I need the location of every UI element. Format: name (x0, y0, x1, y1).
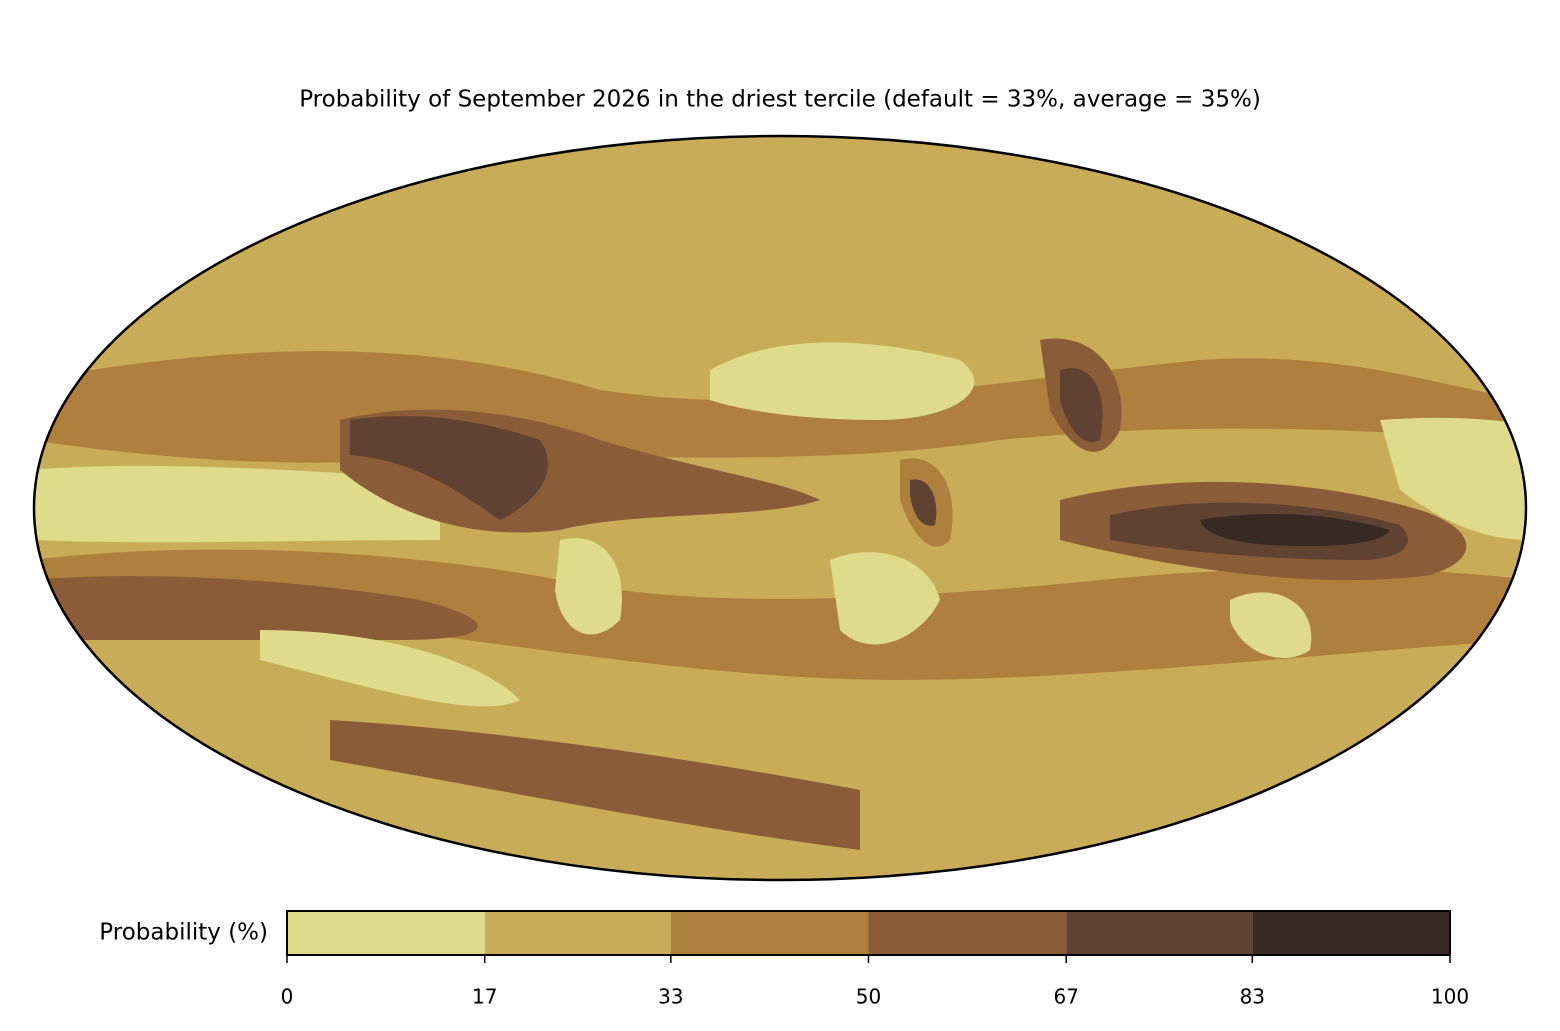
map-field (1230, 592, 1312, 659)
colorbar-frame (286, 910, 1451, 956)
tick-label: 0 (281, 985, 294, 1009)
colorbar-segment (868, 911, 1067, 955)
map-field (34, 549, 1526, 680)
map-field (34, 465, 440, 543)
colorbar-segment (287, 911, 485, 955)
colorbar-segment (670, 911, 869, 955)
map-field (555, 538, 622, 635)
map-field (1200, 514, 1390, 547)
tick-label: 83 (1240, 985, 1265, 1009)
map-field (830, 552, 940, 645)
colorbar-segment (1252, 911, 1450, 955)
tick-label: 33 (658, 985, 683, 1009)
map-field (350, 416, 548, 520)
map-outline (32, 134, 1528, 882)
map (34, 136, 1526, 880)
map-field (1060, 368, 1103, 442)
tick-label: 50 (856, 985, 881, 1009)
map-field (34, 576, 478, 641)
tick-label: 17 (472, 985, 497, 1009)
map-title: Probability of September 2026 in the dri… (299, 87, 1261, 113)
map-field (260, 630, 520, 707)
colorbar-segment (484, 911, 671, 955)
map-field (330, 720, 860, 850)
map-field (710, 342, 975, 420)
map-field (1380, 417, 1526, 540)
map-field (910, 479, 937, 526)
tick-label: 100 (1431, 985, 1469, 1009)
colorbar-segment (1066, 911, 1253, 955)
colorbar-label: Probability (%) (99, 920, 268, 946)
tick-label: 67 (1053, 985, 1078, 1009)
colorbar: 0 17 33 50 67 83 100 (281, 911, 1469, 1009)
